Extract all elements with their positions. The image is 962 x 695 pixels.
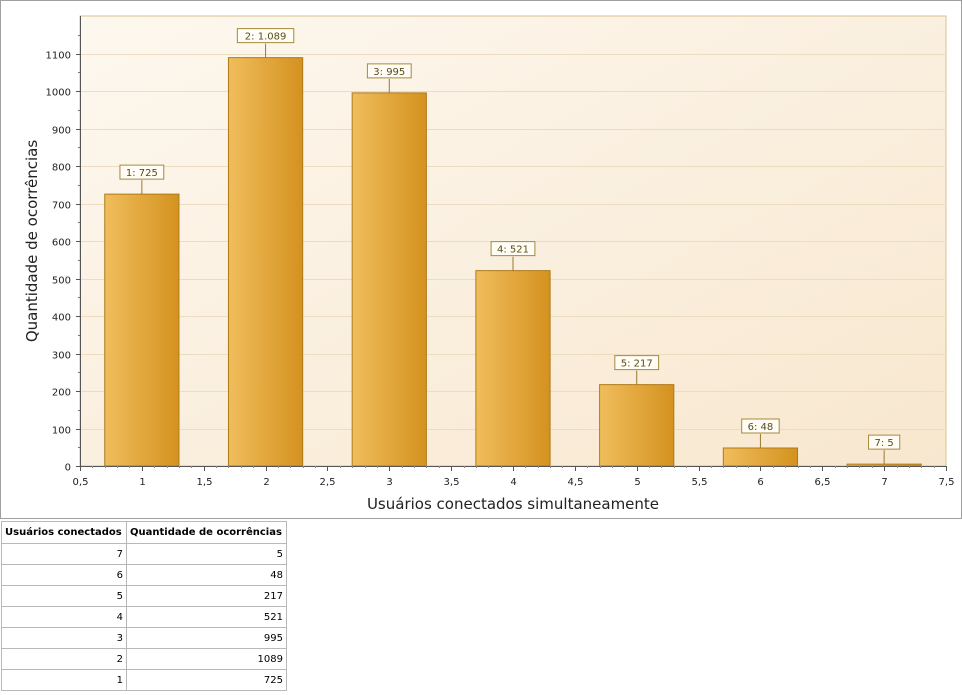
cell-occurrences: 5 [126, 543, 287, 565]
data-label: 3: 995 [373, 67, 405, 78]
x-tick-label: 3,5 [444, 477, 460, 488]
data-label: 5: 217 [621, 359, 653, 370]
y-tick-label: 200 [52, 388, 71, 399]
y-tick-label: 300 [52, 351, 71, 362]
y-tick-label: 100 [52, 426, 71, 437]
x-tick-label: 1 [139, 477, 145, 488]
y-tick-label: 700 [52, 201, 71, 212]
data-label-box [868, 434, 901, 450]
table-row: 5 217 [1, 585, 287, 607]
x-tick-label: 3 [386, 477, 392, 488]
x-tick-label: 2 [263, 477, 269, 488]
data-label-box [741, 418, 780, 434]
cell-users-connected: 7 [1, 543, 127, 565]
y-tick-label: 1000 [46, 88, 71, 99]
x-tick-label: 7 [881, 477, 887, 488]
chart-frame: 1: 725 2: 1.089 3: 995 4: 521 5: 217 6: 48 7: … [0, 0, 962, 519]
table-header-row: Usuários conectados Quantidade de ocorrê… [1, 521, 287, 544]
header-occurrences: Quantidade de ocorrências [126, 521, 287, 544]
bar-1 [104, 193, 180, 467]
cell-users-connected: 2 [1, 648, 127, 670]
x-tick-label: 0,5 [73, 477, 89, 488]
data-label-box [119, 164, 165, 180]
header-users-connected: Usuários conectados [1, 521, 127, 544]
table-row: 1 725 [1, 669, 287, 691]
cell-users-connected: 3 [1, 627, 127, 649]
data-label-box [490, 241, 536, 257]
y-tick-label: 800 [52, 163, 71, 174]
bar-4 [475, 270, 551, 467]
data-table: Usuários conectados Quantidade de ocorrê… [1, 521, 287, 691]
x-axis-title: Usuários conectados simultaneamente [367, 495, 659, 513]
cell-users-connected: 6 [1, 564, 127, 586]
y-tick-label: 0 [65, 463, 71, 474]
bar-6 [722, 447, 799, 467]
x-tick-label: 7,5 [939, 477, 955, 488]
x-tick-label: 1,5 [197, 477, 213, 488]
cell-users-connected: 1 [1, 669, 127, 691]
x-tick-label: 5 [634, 477, 640, 488]
bar-3 [351, 92, 427, 467]
cell-occurrences: 217 [126, 585, 287, 607]
y-tick-label: 400 [52, 313, 71, 324]
bar-7 [846, 463, 922, 467]
cell-occurrences: 1089 [126, 648, 287, 670]
bar-chart: 1: 725 2: 1.089 3: 995 4: 521 5: 217 6: 48 7: … [23, 15, 955, 513]
data-label: 7: 5 [875, 438, 894, 449]
y-tick-label: 900 [52, 126, 71, 137]
data-label-box [614, 355, 660, 371]
x-tick-label: 4,5 [568, 477, 584, 488]
y-tick-label: 600 [52, 238, 71, 249]
x-tick-label: 5,5 [692, 477, 708, 488]
x-tick-label: 2,5 [320, 477, 336, 488]
table-row: 6 48 [1, 564, 287, 586]
cell-users-connected: 4 [1, 606, 127, 628]
data-label: 1: 725 [126, 168, 158, 179]
data-label-box [366, 63, 412, 79]
table-row: 2 1089 [1, 648, 287, 670]
bar-2 [227, 57, 304, 467]
y-tick-label: 500 [52, 276, 71, 287]
data-label: 4: 521 [497, 245, 529, 256]
table-row: 3 995 [1, 627, 287, 649]
x-tick-label: 4 [510, 477, 516, 488]
y-axis-title: Quantidade de ocorrências [23, 140, 41, 342]
y-tick-label: 1100 [46, 51, 71, 62]
cell-users-connected: 5 [1, 585, 127, 607]
data-label-box [236, 28, 295, 44]
x-tick-label: 6 [757, 477, 763, 488]
cell-occurrences: 48 [126, 564, 287, 586]
bar-5 [599, 384, 675, 467]
cell-occurrences: 521 [126, 606, 287, 628]
cell-occurrences: 725 [126, 669, 287, 691]
table-row: 4 521 [1, 606, 287, 628]
data-label: 6: 48 [748, 422, 774, 433]
data-label: 2: 1.089 [245, 32, 287, 43]
cell-occurrences: 995 [126, 627, 287, 649]
x-tick-label: 6,5 [815, 477, 831, 488]
